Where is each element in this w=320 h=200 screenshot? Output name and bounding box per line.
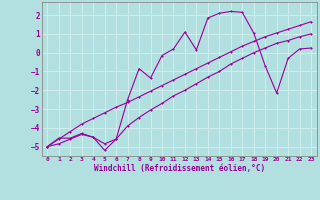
X-axis label: Windchill (Refroidissement éolien,°C): Windchill (Refroidissement éolien,°C) — [94, 164, 265, 173]
